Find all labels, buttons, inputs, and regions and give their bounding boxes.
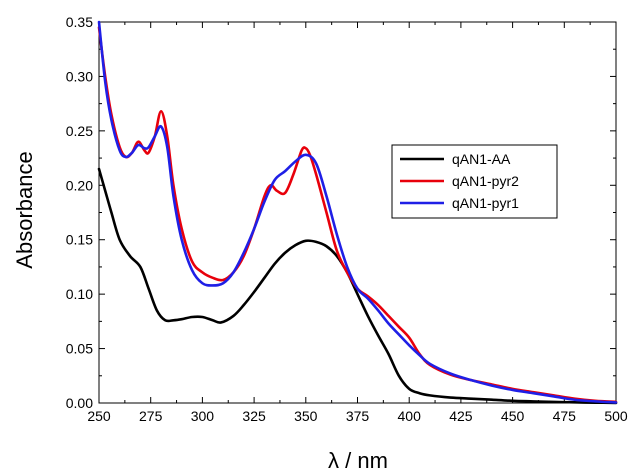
legend: qAN1-AA qAN1-pyr2 qAN1-pyr1: [391, 144, 558, 219]
x-tick-label: 475: [553, 408, 577, 424]
x-tick-label: 325: [242, 408, 266, 424]
y-tick-label: 0.00: [66, 395, 93, 411]
series-line-qan1-aa: [97, 167, 618, 405]
x-tick-label: 425: [449, 408, 473, 424]
x-tick-label: 275: [139, 408, 163, 424]
series-line-qan1-pyr1: [97, 20, 618, 404]
y-axis-ticks: 0.00 0.05 0.10 0.15 0.20 0.25 0.30 0.35: [66, 14, 616, 411]
x-tick-label: 350: [294, 408, 318, 424]
legend-label: qAN1-pyr1: [452, 195, 519, 211]
y-tick-label: 0.30: [66, 68, 93, 84]
x-tick-label: 400: [398, 408, 422, 424]
x-tick-label: 300: [191, 408, 215, 424]
y-axis-title: Absorbance: [12, 151, 37, 268]
y-tick-label: 0.20: [66, 177, 93, 193]
y-tick-label: 0.25: [66, 123, 93, 139]
y-tick-label: 0.10: [66, 286, 93, 302]
x-tick-label: 450: [501, 408, 525, 424]
x-tick-label: 500: [604, 408, 628, 424]
x-axis-title: λ / nm: [328, 448, 388, 473]
legend-label: qAN1-pyr2: [452, 173, 519, 189]
x-tick-label: 250: [87, 408, 111, 424]
y-tick-label: 0.15: [66, 232, 93, 248]
y-tick-label: 0.05: [66, 341, 93, 357]
y-tick-label: 0.35: [66, 14, 93, 30]
series-layer: [97, 20, 618, 405]
x-tick-label: 375: [346, 408, 370, 424]
x-axis-ticks: 250 275 300 325 350 375 400 425 450 475 500: [87, 22, 628, 424]
legend-label: qAN1-AA: [452, 151, 511, 167]
